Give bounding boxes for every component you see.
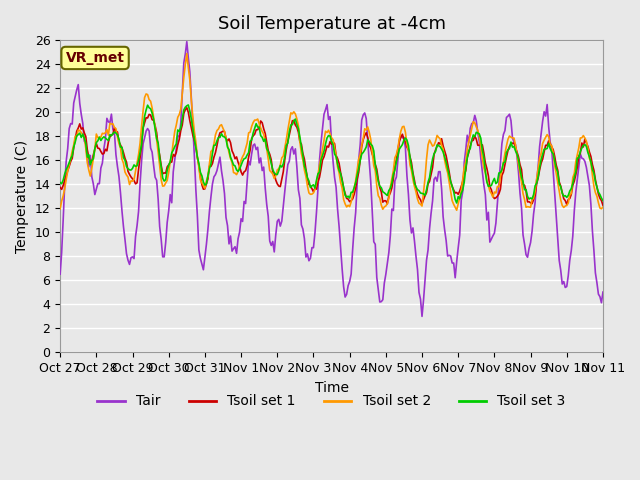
Tair <box>385 250 393 255</box>
Tsoil set 1 <box>183 105 191 110</box>
Tsoil set 3 <box>599 198 607 204</box>
Tsoil set 3 <box>536 165 543 170</box>
Tsoil set 1 <box>397 134 404 140</box>
X-axis label: Time: Time <box>314 381 349 395</box>
Tair <box>56 271 64 277</box>
Tsoil set 3 <box>72 139 79 145</box>
Tsoil set 3 <box>385 188 393 193</box>
Line: Tsoil set 1: Tsoil set 1 <box>60 108 603 205</box>
Tsoil set 1 <box>599 203 607 208</box>
Tsoil set 2 <box>453 207 461 213</box>
Tsoil set 1 <box>534 175 542 181</box>
Tsoil set 2 <box>397 128 404 134</box>
Line: Tsoil set 3: Tsoil set 3 <box>60 105 603 203</box>
Tsoil set 3 <box>367 141 374 147</box>
Line: Tsoil set 2: Tsoil set 2 <box>60 53 603 210</box>
Tair <box>157 237 165 242</box>
Tsoil set 3 <box>184 102 192 108</box>
Tsoil set 2 <box>536 155 543 161</box>
Tsoil set 1 <box>367 145 374 151</box>
Tsoil set 3 <box>157 164 165 170</box>
Y-axis label: Temperature (C): Temperature (C) <box>15 140 29 253</box>
Tsoil set 2 <box>599 204 607 210</box>
Tsoil set 1 <box>56 184 64 190</box>
Tair <box>397 133 404 139</box>
Tsoil set 3 <box>453 200 461 206</box>
Tsoil set 3 <box>397 144 404 150</box>
Tair <box>367 179 374 185</box>
Tair <box>72 94 79 99</box>
Tair <box>418 313 426 319</box>
Legend: Tair, Tsoil set 1, Tsoil set 2, Tsoil set 3: Tair, Tsoil set 1, Tsoil set 2, Tsoil se… <box>92 389 572 414</box>
Tair <box>183 39 191 45</box>
Tsoil set 1 <box>72 136 79 142</box>
Tsoil set 2 <box>385 196 393 202</box>
Line: Tair: Tair <box>60 42 603 316</box>
Tsoil set 2 <box>367 136 374 142</box>
Tair <box>599 289 607 295</box>
Text: VR_met: VR_met <box>65 51 125 65</box>
Tsoil set 2 <box>72 133 79 139</box>
Tsoil set 1 <box>385 193 393 199</box>
Tsoil set 1 <box>157 162 165 168</box>
Tsoil set 2 <box>157 177 165 183</box>
Tsoil set 2 <box>183 50 191 56</box>
Title: Soil Temperature at -4cm: Soil Temperature at -4cm <box>218 15 445 33</box>
Tsoil set 2 <box>56 206 64 212</box>
Tair <box>536 144 543 149</box>
Tsoil set 3 <box>56 180 64 185</box>
